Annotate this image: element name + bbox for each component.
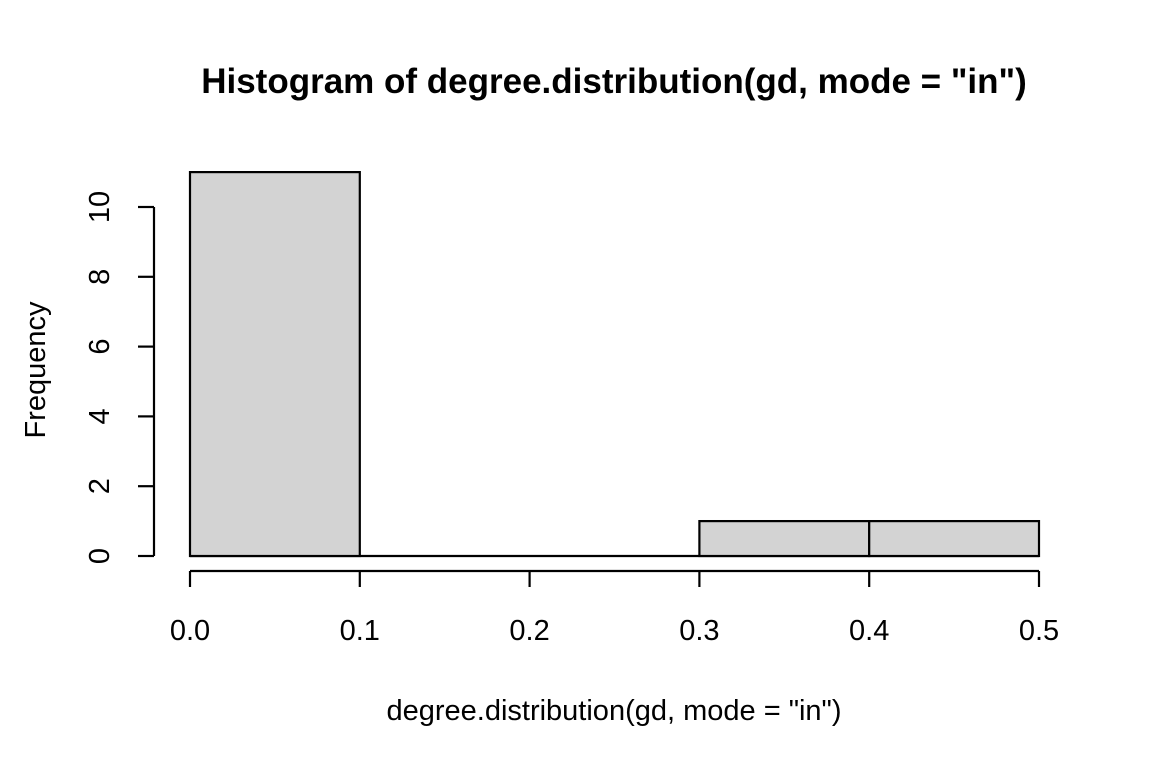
y-axis: 0 2 4 6 8 10 xyxy=(84,191,156,564)
histogram-bar xyxy=(188,171,361,558)
y-tick-label: 10 xyxy=(84,191,116,223)
bars-group xyxy=(188,171,1041,558)
x-axis: 0.0 0.1 0.2 0.3 0.4 0.5 xyxy=(170,569,1059,647)
histogram-bar xyxy=(868,519,1041,558)
x-tick-label: 0.2 xyxy=(509,615,549,647)
y-tick-label: 2 xyxy=(84,478,116,494)
y-tick-label: 4 xyxy=(84,408,116,424)
y-axis-label: Frequency xyxy=(20,301,52,439)
y-tick-label: 6 xyxy=(84,339,116,355)
x-tick-label: 0.4 xyxy=(849,615,889,647)
y-tick-label: 0 xyxy=(84,548,116,564)
x-tick-label: 0.0 xyxy=(170,615,210,647)
x-tick-label: 0.1 xyxy=(340,615,380,647)
histogram-bar xyxy=(698,519,871,558)
y-tick-label: 8 xyxy=(84,269,116,285)
x-tick-label: 0.3 xyxy=(679,615,719,647)
x-tick-label: 0.5 xyxy=(1019,615,1059,647)
plot-title: Histogram of degree.distribution(gd, mod… xyxy=(201,62,1027,101)
x-axis-label: degree.distribution(gd, mode = "in") xyxy=(386,695,841,727)
